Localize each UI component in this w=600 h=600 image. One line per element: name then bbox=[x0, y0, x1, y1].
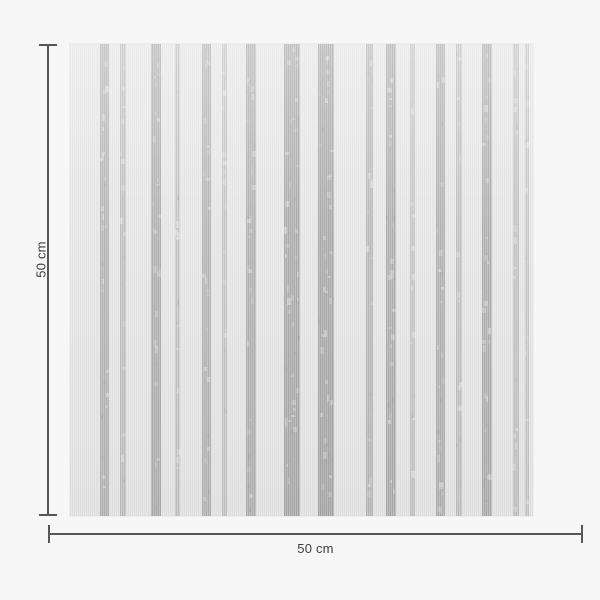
horizontal-dimension-cap-right bbox=[581, 525, 583, 543]
stripe-grain bbox=[151, 44, 162, 516]
horizontal-dimension-label: 50 cm bbox=[297, 541, 334, 556]
stripe bbox=[100, 44, 110, 516]
stripe bbox=[525, 44, 530, 516]
stripe bbox=[175, 44, 181, 516]
stripe-grain bbox=[456, 44, 463, 516]
stripe-grain bbox=[120, 44, 126, 516]
stripe bbox=[246, 44, 256, 516]
stripe-grain bbox=[100, 44, 110, 516]
vertical-dimension-label: 50 cm bbox=[33, 241, 49, 278]
stripe-grain bbox=[175, 44, 181, 516]
stripe bbox=[482, 44, 492, 516]
vertical-dimension-cap-top bbox=[39, 44, 57, 46]
stripe bbox=[513, 44, 519, 516]
stripe bbox=[366, 44, 374, 516]
stripe-grain bbox=[246, 44, 256, 516]
vertical-dimension-line bbox=[47, 44, 49, 516]
stripe-grain bbox=[222, 44, 228, 516]
stripe bbox=[410, 44, 416, 516]
stripe bbox=[456, 44, 463, 516]
stripe-grain bbox=[482, 44, 492, 516]
stripe bbox=[436, 44, 445, 516]
stripe-grain bbox=[318, 44, 334, 516]
fabric-swatch bbox=[70, 44, 533, 516]
stripe-grain bbox=[202, 44, 211, 516]
stripe bbox=[202, 44, 211, 516]
horizontal-dimension-line bbox=[48, 533, 583, 535]
stripe bbox=[318, 44, 334, 516]
stripe bbox=[284, 44, 300, 516]
weave-texture-overlay bbox=[70, 44, 533, 516]
stripe-grain bbox=[410, 44, 416, 516]
stripe-grain bbox=[284, 44, 300, 516]
stripe-grain bbox=[366, 44, 374, 516]
stripe bbox=[222, 44, 228, 516]
stripe-grain bbox=[513, 44, 519, 516]
sheen-overlay bbox=[70, 44, 533, 516]
stripe-grain bbox=[525, 44, 530, 516]
stripe bbox=[151, 44, 162, 516]
stripe-grain bbox=[386, 44, 396, 516]
stripe-grain bbox=[436, 44, 445, 516]
horizontal-dimension-cap-left bbox=[48, 525, 50, 543]
stripe bbox=[386, 44, 396, 516]
vertical-dimension-cap-bottom bbox=[39, 514, 57, 516]
stripe bbox=[120, 44, 126, 516]
